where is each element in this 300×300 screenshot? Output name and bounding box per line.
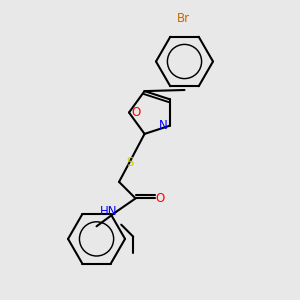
Text: Br: Br xyxy=(176,13,190,26)
Text: S: S xyxy=(126,156,133,169)
Text: O: O xyxy=(156,192,165,205)
Text: O: O xyxy=(131,106,140,119)
Text: HN: HN xyxy=(100,206,117,218)
Text: N: N xyxy=(159,119,167,132)
